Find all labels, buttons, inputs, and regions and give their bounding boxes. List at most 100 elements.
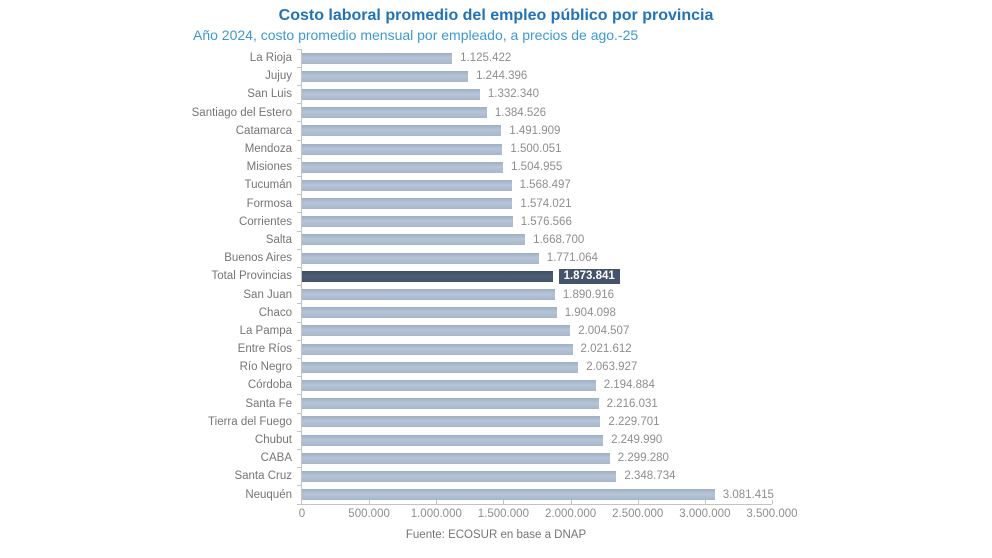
bar-row: La Pampa 2.004.507	[0, 322, 992, 340]
bar-track: 1.904.098	[301, 304, 992, 322]
bar-row: Total Provincias 1.873.841	[0, 267, 992, 285]
bar-row: Santa Fe 2.216.031	[0, 395, 992, 413]
category-label: Neuquén	[245, 488, 292, 501]
bar	[301, 216, 513, 228]
value-label: 1.576.566	[520, 215, 572, 228]
category-label: San Juan	[243, 288, 292, 301]
x-axis-tick-label: 1.000.000	[410, 508, 462, 520]
bar	[301, 107, 487, 119]
value-label: 2.063.927	[586, 361, 638, 374]
bar-highlight	[301, 270, 553, 282]
category-label: Tierra del Fuego	[208, 415, 292, 428]
category-label: Santiago del Estero	[191, 106, 292, 119]
chart-title: Costo laboral promedio del empleo públic…	[278, 7, 714, 24]
category-label: Chaco	[258, 306, 292, 319]
category-label: Catamarca	[235, 124, 292, 137]
category-label: La Pampa	[239, 324, 292, 337]
value-label: 1.491.909	[509, 124, 561, 137]
x-axis-tick-label: 1.500.000	[477, 508, 529, 520]
bar-row: Chubut 2.249.990	[0, 431, 992, 449]
bar	[301, 252, 539, 264]
value-label: 1.771.064	[546, 252, 598, 265]
x-axis-tick-label: 3.000.000	[679, 508, 731, 520]
bar-track: 2.194.884	[301, 376, 992, 394]
value-label: 1.668.700	[533, 233, 585, 246]
value-label: 2.299.280	[617, 452, 669, 465]
category-label: Tucumán	[244, 179, 292, 192]
bar-track: 2.299.280	[301, 449, 992, 467]
bar-row: Chaco 1.904.098	[0, 304, 992, 322]
category-label: Salta	[265, 233, 292, 246]
bar-row: San Luis 1.332.340	[0, 85, 992, 103]
bar	[301, 398, 599, 410]
bar-row: Catamarca 1.491.909	[0, 122, 992, 140]
category-label: San Luis	[247, 88, 292, 101]
bar	[301, 88, 480, 100]
value-label: 3.081.415	[722, 488, 774, 501]
category-label: Jujuy	[265, 70, 292, 83]
bar-rows: La Rioja 1.125.422 Jujuy 1.244.396 San Luis 1…	[0, 49, 992, 504]
bar-row: Tierra del Fuego 2.229.701	[0, 413, 992, 431]
bar	[301, 325, 571, 337]
x-axis-tick-label: 0	[298, 508, 306, 520]
bar	[301, 307, 557, 319]
category-label: Río Negro	[239, 361, 292, 374]
bar-row: Santa Cruz 2.348.734	[0, 467, 992, 485]
source-note: Fuente: ECOSUR en base a DNAP	[405, 529, 587, 541]
bar-row: Río Negro 2.063.927	[0, 358, 992, 376]
bar	[301, 179, 512, 191]
category-label: Buenos Aires	[224, 252, 292, 265]
bar	[301, 434, 604, 446]
value-label: 1.504.955	[511, 161, 563, 174]
bar-track: 2.063.927	[301, 358, 992, 376]
bar-track: 1.125.422	[301, 49, 992, 67]
category-label: Corrientes	[238, 215, 292, 228]
bar-track: 3.081.415	[301, 486, 992, 504]
bar-row: Jujuy 1.244.396	[0, 67, 992, 85]
bar-track: 1.668.700	[301, 231, 992, 249]
bar-row: Santiago del Estero 1.384.526	[0, 104, 992, 122]
bar	[301, 70, 469, 82]
bar	[301, 143, 503, 155]
bar-row: Tucumán 1.568.497	[0, 176, 992, 194]
value-label: 2.004.507	[578, 324, 630, 337]
category-label: Santa Fe	[245, 397, 292, 410]
bar-track: 1.332.340	[301, 85, 992, 103]
bar	[301, 125, 502, 137]
value-label: 1.873.841	[558, 268, 620, 284]
value-label: 1.890.916	[562, 288, 615, 301]
bar-row: Formosa 1.574.021	[0, 195, 992, 213]
value-label: 1.332.340	[487, 88, 540, 101]
category-label: Córdoba	[247, 379, 292, 392]
x-axis-tick-label: 3.500.000	[746, 508, 798, 520]
category-label: Mendoza	[244, 143, 292, 156]
bar-track: 1.873.841	[301, 267, 992, 285]
category-label: Chubut	[254, 434, 292, 447]
category-label: Formosa	[246, 197, 292, 210]
value-label: 2.194.884	[603, 379, 655, 392]
bar	[301, 234, 526, 246]
bar-row: Córdoba 2.194.884	[0, 376, 992, 394]
bar-track: 1.568.497	[301, 176, 992, 194]
bar	[301, 379, 596, 391]
bar-track: 1.890.916	[301, 285, 992, 303]
category-label: Total Provincias	[211, 270, 292, 283]
bar-track: 1.384.526	[301, 104, 992, 122]
bar-row: Misiones 1.504.955	[0, 158, 992, 176]
category-label: Entre Ríos	[237, 343, 292, 356]
bar	[301, 416, 601, 428]
bar	[301, 198, 513, 210]
bar-row: San Juan 1.890.916	[0, 285, 992, 303]
bar-track: 2.216.031	[301, 395, 992, 413]
bar-row: Salta 1.668.700	[0, 231, 992, 249]
bar	[301, 161, 504, 173]
value-label: 1.500.051	[510, 143, 562, 156]
bar-track: 1.504.955	[301, 158, 992, 176]
bar-track: 1.500.051	[301, 140, 992, 158]
bar-track: 2.249.990	[301, 431, 992, 449]
bar-track: 2.348.734	[301, 467, 992, 485]
bar	[301, 452, 610, 464]
bar	[301, 343, 573, 355]
bar-track: 2.021.612	[301, 340, 992, 358]
category-label: Misiones	[246, 161, 292, 174]
